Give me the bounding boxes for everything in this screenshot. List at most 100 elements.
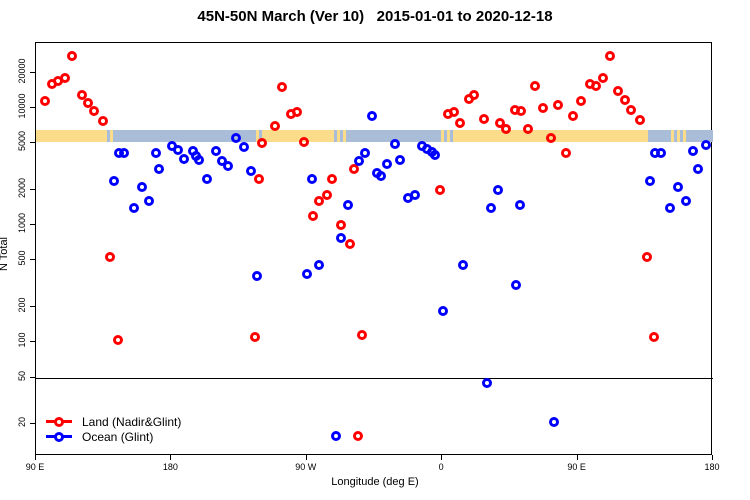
ocean-point	[108, 175, 119, 186]
land-point	[612, 85, 623, 96]
ocean-point	[510, 279, 521, 290]
ocean-point	[245, 165, 256, 176]
land-point	[537, 102, 548, 113]
y-axis-tick	[30, 423, 35, 425]
strip-segment-ocean	[115, 129, 256, 143]
land-point	[253, 173, 264, 184]
y-axis-tick-label: 100	[17, 332, 27, 348]
y-axis-tick	[30, 106, 35, 108]
land-series-marker-icon	[46, 416, 72, 427]
ocean-series-marker-icon	[46, 431, 72, 442]
land-point	[77, 89, 88, 100]
land-point	[256, 138, 267, 149]
x-axis-tick	[576, 455, 578, 460]
x-axis-tick-label: 90 W	[295, 462, 317, 472]
land-point	[619, 95, 630, 106]
strip-segment-ocean	[348, 129, 441, 143]
land-point	[344, 239, 355, 249]
land-point	[292, 107, 303, 118]
x-axis-tick-label: 0	[438, 462, 444, 472]
land-point	[276, 82, 287, 93]
ocean-point	[179, 153, 190, 164]
x-axis-title: Longitude (deg E)	[331, 476, 419, 488]
land-point	[105, 252, 116, 263]
ocean-point	[485, 203, 496, 213]
ocean-point	[222, 160, 233, 171]
y-axis-tick-label: 5000	[17, 131, 27, 152]
strip-segment-land	[36, 129, 104, 143]
ocean-point	[687, 145, 698, 156]
ocean-point	[343, 199, 354, 210]
land-point	[434, 184, 445, 195]
land-point	[522, 124, 533, 135]
land-point	[335, 220, 346, 231]
ocean-point	[313, 259, 324, 270]
land-point	[598, 73, 609, 84]
x-axis-tick	[305, 455, 307, 460]
ocean-point	[655, 148, 666, 159]
land-point	[634, 114, 645, 125]
y-axis-tick	[30, 188, 35, 190]
land-point	[626, 104, 637, 115]
ocean-point	[701, 140, 712, 151]
land-point	[270, 121, 281, 132]
strip-segment-ocean	[648, 129, 671, 143]
y-axis-tick	[30, 376, 35, 378]
y-axis-tick	[30, 71, 35, 73]
land-point	[568, 111, 579, 122]
x-axis-tick-label: 180	[704, 462, 720, 472]
strip-segment-mixed	[330, 129, 349, 143]
ocean-point	[375, 170, 386, 181]
strip-segment-mixed	[103, 129, 116, 143]
legend-label-ocean: Ocean (Glint)	[82, 429, 154, 444]
y-axis-tick-label: 200	[17, 297, 27, 313]
y-axis-tick	[30, 259, 35, 261]
x-axis-tick-label: 90 E	[567, 462, 586, 472]
land-point	[40, 95, 51, 106]
land-point	[82, 98, 93, 109]
ocean-point	[548, 416, 559, 427]
ocean-point	[307, 173, 318, 184]
ocean-point	[381, 159, 392, 170]
land-point	[60, 73, 71, 84]
legend: Land (Nadir&Glint) Ocean (Glint)	[46, 414, 181, 444]
reference-line-50	[36, 377, 713, 379]
y-axis-tick	[30, 142, 35, 144]
ocean-point	[136, 182, 147, 193]
y-axis-tick-label: 10000	[17, 93, 27, 119]
land-point	[591, 80, 602, 91]
x-axis-tick-label: 180	[162, 462, 178, 472]
land-point	[348, 164, 359, 175]
x-axis-tick	[441, 455, 443, 460]
y-axis-tick	[30, 224, 35, 226]
land-point	[561, 148, 572, 159]
y-axis-tick-label: 2000	[17, 177, 27, 198]
strip-segment-ocean	[688, 129, 713, 143]
legend-label-land: Land (Nadir&Glint)	[82, 414, 182, 429]
legend-item-land: Land (Nadir&Glint)	[46, 414, 181, 429]
ocean-point	[692, 164, 703, 175]
ocean-point	[430, 149, 441, 160]
land-point	[478, 114, 489, 125]
ocean-point	[390, 139, 401, 150]
land-point	[494, 117, 505, 128]
land-point	[468, 89, 479, 100]
strip-segment-mixed	[440, 129, 455, 143]
ocean-point	[252, 270, 262, 281]
chart-title: 45N-50N March (Ver 10) 2015-01-01 to 202…	[197, 8, 553, 25]
land-point	[501, 124, 512, 135]
land-point	[112, 334, 123, 345]
ocean-point	[437, 305, 448, 316]
ocean-point	[482, 377, 493, 388]
y-axis-tick	[30, 306, 35, 308]
ocean-point	[681, 196, 692, 207]
y-axis-tick-label: 1000	[17, 213, 27, 234]
land-point	[250, 332, 261, 343]
x-axis-tick	[35, 455, 36, 460]
ocean-point	[239, 142, 250, 153]
ocean-point	[151, 148, 162, 159]
land-point	[448, 107, 459, 118]
land-point	[326, 173, 337, 184]
land-point	[604, 50, 615, 61]
